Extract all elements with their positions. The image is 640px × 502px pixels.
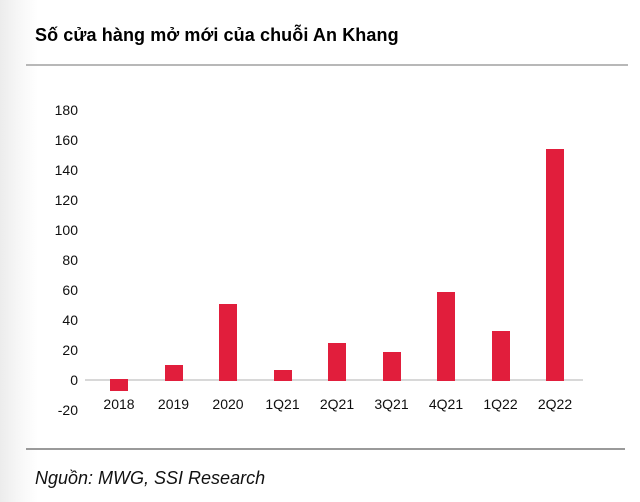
bar-2018 [110, 379, 128, 391]
y-tick-label: 40 [62, 312, 78, 328]
bar-4q21 [437, 291, 455, 381]
y-tick-label: 20 [62, 342, 78, 358]
x-axis-label: 1Q22 [483, 396, 518, 412]
x-axis-label: 2Q21 [319, 396, 355, 412]
y-tick-label: 180 [54, 102, 78, 118]
bar-2q22 [546, 149, 564, 381]
y-tick-label: 60 [62, 282, 78, 298]
y-tick-label: -20 [57, 402, 78, 418]
footer-divider [26, 448, 625, 450]
x-axis-label: 2Q22 [537, 396, 573, 412]
source-note: Nguồn: MWG, SSI Research [35, 468, 266, 488]
y-tick-label: 120 [54, 192, 78, 208]
y-tick-label: 0 [70, 372, 78, 388]
bar-1q22 [491, 330, 510, 381]
bar-2019 [164, 365, 183, 381]
bar-1q21 [273, 369, 292, 381]
y-tick-label: 160 [54, 132, 78, 148]
x-axis-label: 2018 [103, 396, 135, 412]
x-axis-label: 2019 [157, 396, 190, 412]
y-tick-label: 100 [54, 222, 78, 238]
y-tick-label: 140 [54, 162, 78, 178]
title-divider [26, 64, 628, 66]
x-axis-label: 3Q21 [374, 396, 409, 412]
chart-title: Số cửa hàng mở mới của chuỗi An Khang [35, 25, 399, 45]
bar-2q21 [328, 342, 346, 381]
x-axis-label: 4Q21 [428, 396, 464, 412]
bar-3q21 [382, 351, 401, 381]
x-axis-label: 2020 [212, 396, 244, 412]
x-axis-label: 1Q21 [265, 396, 300, 412]
bar-2020 [219, 303, 237, 381]
y-tick-label: 80 [62, 252, 78, 268]
